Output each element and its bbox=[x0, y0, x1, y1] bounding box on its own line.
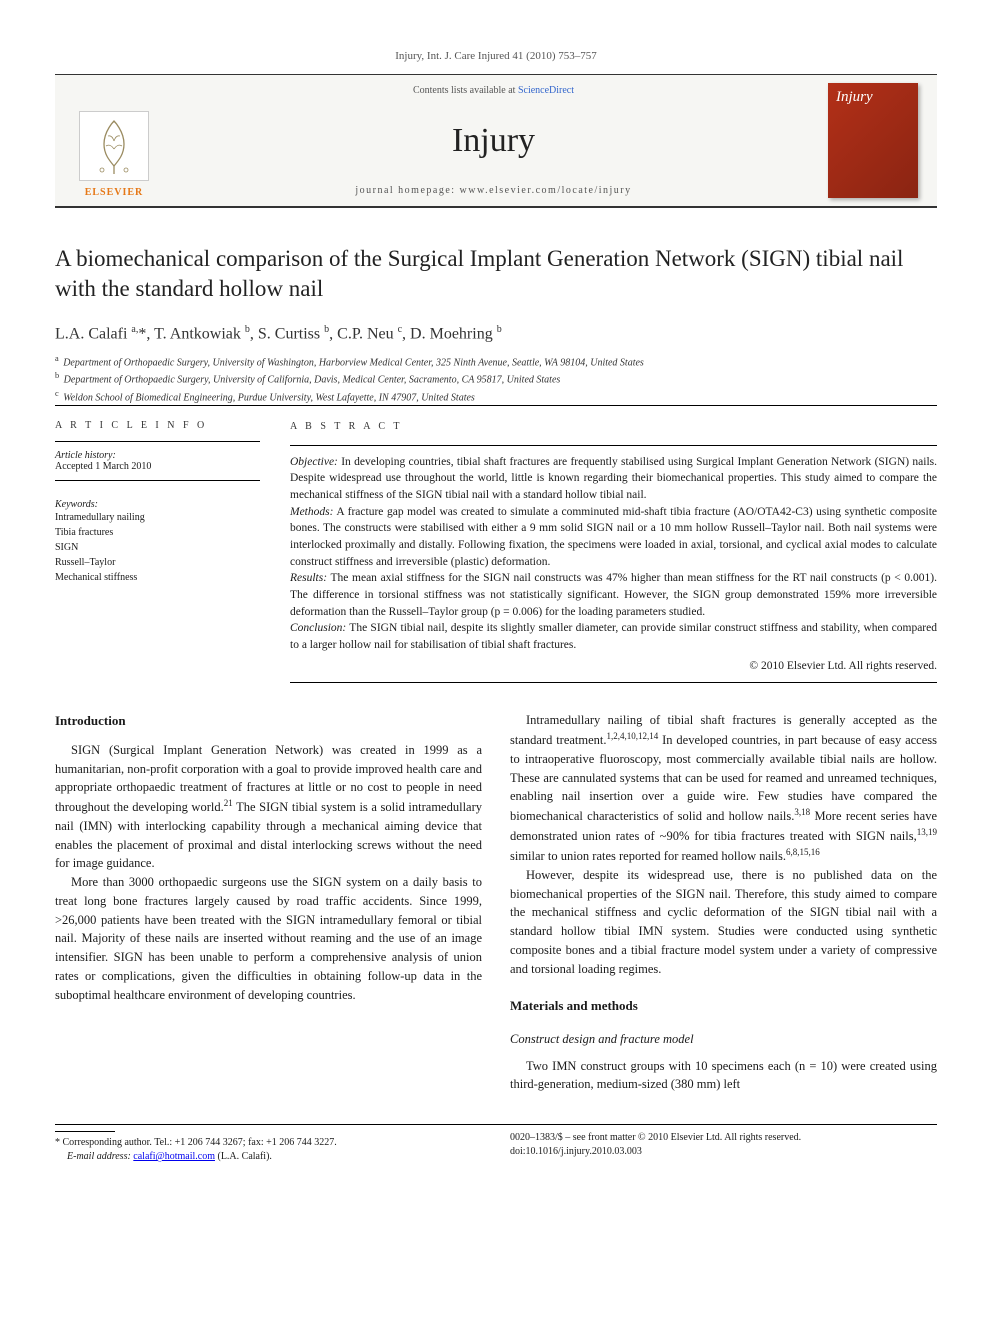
methods-heading: Materials and methods bbox=[510, 996, 937, 1016]
keyword-item: Russell–Taylor bbox=[55, 555, 260, 570]
intro-paragraph: More than 3000 orthopaedic surgeons use … bbox=[55, 873, 482, 1004]
methods-subheading: Construct design and fracture model bbox=[510, 1030, 937, 1049]
journal-homepage-url[interactable]: www.elsevier.com/locate/injury bbox=[460, 185, 632, 196]
abstract-column: A B S T R A C T Objective: In developing… bbox=[290, 406, 937, 683]
history-label: Article history: bbox=[55, 450, 260, 461]
keywords-label: Keywords: bbox=[55, 499, 260, 510]
publisher-name: ELSEVIER bbox=[85, 187, 144, 198]
body-paragraph: Intramedullary nailing of tibial shaft f… bbox=[510, 711, 937, 866]
methods-paragraph: Two IMN construct groups with 10 specime… bbox=[510, 1057, 937, 1095]
author-list: L.A. Calafi a,*, T. Antkowiak b, S. Curt… bbox=[55, 324, 937, 343]
abstract-copyright: © 2010 Elsevier Ltd. All rights reserved… bbox=[290, 658, 937, 675]
author-email-link[interactable]: calafi@hotmail.com bbox=[133, 1151, 215, 1162]
affiliation-item: c Weldon School of Biomedical Engineerin… bbox=[55, 388, 937, 405]
article-info-column: A R T I C L E I N F O Article history: A… bbox=[55, 406, 260, 683]
journal-title: Injury bbox=[173, 122, 814, 160]
keyword-item: SIGN bbox=[55, 540, 260, 555]
keyword-item: Intramedullary nailing bbox=[55, 510, 260, 525]
footer-right-col: 0020–1383/$ – see front matter © 2010 El… bbox=[510, 1131, 937, 1164]
body-column-left: Introduction SIGN (Surgical Implant Gene… bbox=[55, 711, 482, 1094]
keyword-item: Tibia fractures bbox=[55, 525, 260, 540]
publisher-block: ELSEVIER bbox=[69, 83, 159, 198]
doi-line: doi:10.1016/j.injury.2010.03.003 bbox=[510, 1145, 937, 1159]
introduction-heading: Introduction bbox=[55, 711, 482, 731]
contents-available-line: Contents lists available at ScienceDirec… bbox=[173, 85, 814, 96]
elsevier-tree-icon bbox=[79, 111, 149, 181]
history-value: Accepted 1 March 2010 bbox=[55, 461, 260, 472]
journal-homepage-line: journal homepage: www.elsevier.com/locat… bbox=[173, 185, 814, 196]
sciencedirect-link[interactable]: ScienceDirect bbox=[518, 85, 574, 96]
footer-left-col: * Corresponding author. Tel.: +1 206 744… bbox=[55, 1131, 482, 1164]
corresponding-email-line: E-mail address: calafi@hotmail.com (L.A.… bbox=[55, 1150, 482, 1164]
affiliation-item: a Department of Orthopaedic Surgery, Uni… bbox=[55, 353, 937, 370]
body-paragraph: However, despite its widespread use, the… bbox=[510, 866, 937, 979]
abstract-section: Objective: In developing countries, tibi… bbox=[290, 454, 937, 504]
abstract-section: Conclusion: The SIGN tibial nail, despit… bbox=[290, 620, 937, 653]
intro-paragraph: SIGN (Surgical Implant Generation Networ… bbox=[55, 741, 482, 873]
keyword-item: Mechanical stiffness bbox=[55, 570, 260, 585]
running-header: Injury, Int. J. Care Injured 41 (2010) 7… bbox=[55, 50, 937, 62]
journal-cover-thumbnail: Injury bbox=[828, 83, 918, 198]
corresponding-author-note: * Corresponding author. Tel.: +1 206 744… bbox=[55, 1136, 482, 1150]
front-matter-line: 0020–1383/$ – see front matter © 2010 El… bbox=[510, 1131, 937, 1145]
article-info-heading: A R T I C L E I N F O bbox=[55, 420, 260, 431]
keywords-list: Intramedullary nailingTibia fracturesSIG… bbox=[55, 510, 260, 585]
abstract-section: Results: The mean axial stiffness for th… bbox=[290, 570, 937, 620]
body-column-right: Intramedullary nailing of tibial shaft f… bbox=[510, 711, 937, 1094]
affiliation-list: a Department of Orthopaedic Surgery, Uni… bbox=[55, 353, 937, 405]
affiliation-item: b Department of Orthopaedic Surgery, Uni… bbox=[55, 370, 937, 387]
article-title: A biomechanical comparison of the Surgic… bbox=[55, 244, 937, 304]
journal-banner: ELSEVIER Contents lists available at Sci… bbox=[55, 74, 937, 208]
abstract-section: Methods: A fracture gap model was create… bbox=[290, 504, 937, 571]
abstract-heading: A B S T R A C T bbox=[290, 420, 937, 435]
